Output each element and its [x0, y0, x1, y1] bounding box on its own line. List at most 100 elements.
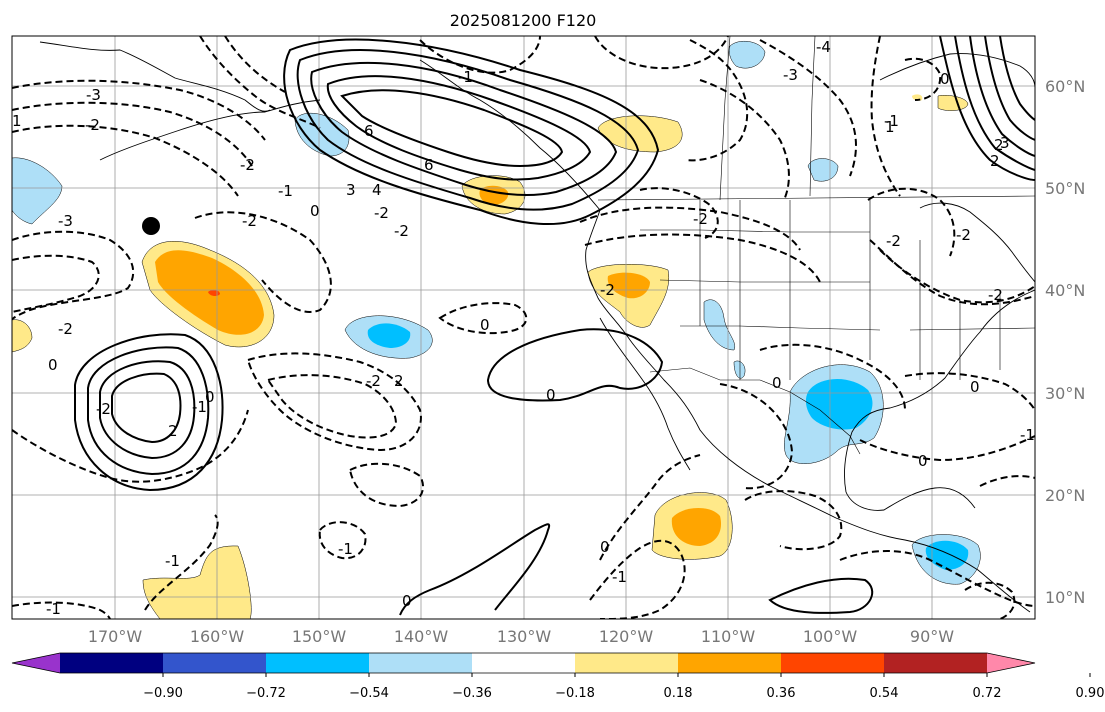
shaded-anomalies — [12, 40, 981, 619]
neg-contour-39 — [964, 581, 1016, 619]
east-ridge-contour-1 — [954, 36, 1035, 171]
colorbar-outline — [11, 652, 1036, 674]
cool-anomaly-7-core — [805, 378, 873, 430]
contour-label: -2 — [600, 281, 615, 299]
contour-label: 1 — [885, 118, 895, 136]
colorbar-segment — [266, 653, 370, 673]
state-lines-east — [909, 290, 1035, 380]
colorbar-tick-label: −0.72 — [246, 686, 286, 701]
contour-label: 0 — [48, 356, 58, 374]
colorbar-segment — [781, 653, 885, 673]
neg-contour-10 — [348, 462, 425, 508]
negative-contours — [12, 36, 1035, 619]
neg-contour-21 — [699, 79, 790, 201]
lat-label-40n: 40°N — [1045, 281, 1085, 300]
neg-contour-19 — [684, 39, 749, 162]
lon-label-110w: 110°W — [701, 627, 756, 646]
neg-contour-35 — [589, 539, 686, 619]
colorbar-segment — [369, 653, 473, 673]
contour-label: -4 — [816, 38, 831, 56]
colorbar-tick-label: 0.90 — [1076, 686, 1105, 701]
vortex-contour-3 — [111, 372, 182, 444]
east-ridge-contour-2 — [969, 36, 1035, 157]
colorbar-tick-label: 0.54 — [870, 686, 899, 701]
neg-contour-20 — [759, 39, 857, 177]
subtropical-contour-0 — [486, 328, 664, 402]
lon-label-90w: 90°W — [910, 627, 954, 646]
contour-label: -1 — [338, 540, 353, 558]
lon-label-170w: 170°W — [88, 627, 143, 646]
vortex-contour-0 — [74, 333, 224, 492]
warm-anomaly-5-core — [671, 507, 722, 546]
longitude-labels: 170°W 160°W 150°W 140°W 130°W 120°W 110°… — [88, 627, 954, 646]
lon-label-120w: 120°W — [599, 627, 654, 646]
contour-label: -3 — [58, 212, 73, 230]
cool-anomaly-3 — [729, 40, 766, 69]
coastlines — [39, 41, 1035, 613]
colorbar-tick-label: 0.72 — [973, 686, 1002, 701]
colorbar-segment — [884, 653, 988, 673]
neg-contour-23 — [584, 233, 821, 283]
colorbar-tick-label: −0.90 — [143, 686, 183, 701]
east-ridge-contour-0 — [939, 36, 1035, 181]
baja-california-coast — [599, 317, 691, 471]
east-ridge-contour-3 — [984, 36, 1035, 141]
contour-label: 0 — [772, 374, 782, 392]
neg-contour-34 — [599, 454, 701, 561]
contour-label: -1 — [612, 568, 627, 586]
lat-label-50n: 50°N — [1045, 179, 1085, 198]
gulf-coast — [843, 289, 1035, 511]
contour-label: -2 — [988, 286, 1003, 304]
neg-contour-11 — [318, 521, 367, 560]
contour-label: 1 — [12, 112, 22, 130]
neg-contour-22 — [579, 206, 801, 251]
state-lines-vertical — [699, 200, 921, 380]
vortex-contour-2 — [99, 360, 196, 460]
contour-label: 0 — [940, 70, 950, 88]
colorbar-extend-max — [987, 653, 1035, 673]
contour-label: 3 — [1000, 134, 1010, 152]
neg-contour-13 — [12, 601, 111, 619]
colorbar-tick-label: 0.36 — [767, 686, 796, 701]
canada-province-border-2 — [809, 36, 816, 197]
warm-anomaly-8 — [937, 95, 969, 111]
contour-label: 0 — [600, 538, 610, 556]
cool-anomaly-1 — [12, 157, 63, 225]
neg-contour-8 — [246, 352, 422, 452]
ridge-contour-3 — [326, 75, 592, 181]
lat-label-60n: 60°N — [1045, 77, 1085, 96]
state-line-1 — [640, 229, 870, 233]
neg-contour-17 — [419, 36, 541, 74]
political-borders — [597, 36, 1035, 455]
neg-contour-25 — [867, 187, 956, 257]
lon-label-140w: 140°W — [394, 627, 449, 646]
graticule — [12, 36, 1035, 619]
contour-labels: -3 -2 1 -3 -2 -2 -1 0 3 4 -2 -2 6 6 -1 -… — [12, 38, 1035, 618]
contour-label: 0 — [970, 378, 980, 396]
neg-contour-26 — [870, 36, 901, 197]
storm-marker — [142, 217, 160, 235]
aleutian-chain — [99, 99, 321, 161]
lon-label-150w: 150°W — [292, 627, 347, 646]
ridge-contour-4 — [340, 89, 564, 168]
neg-contour-2 — [12, 101, 253, 167]
colorbar-segment — [678, 653, 782, 673]
contour-label: -2 — [956, 226, 971, 244]
contour-label: -1 — [1020, 426, 1035, 444]
southern-contour-0 — [399, 523, 551, 616]
colorbar-segment — [60, 653, 164, 673]
great-lakes-outline — [919, 202, 1035, 283]
neg-contour-12 — [144, 514, 219, 611]
state-line-3 — [680, 325, 881, 331]
cool-anomaly-4-core — [367, 323, 411, 348]
contour-label: -2 — [374, 204, 389, 222]
neg-contour-30 — [759, 343, 906, 411]
contour-label: -2 — [242, 212, 257, 230]
warm-anomaly-6 — [142, 545, 252, 619]
lon-label-160w: 160°W — [190, 627, 245, 646]
alaska-north-coast — [39, 41, 271, 112]
contour-label: -2 — [394, 222, 409, 240]
contour-label: 3 — [346, 181, 356, 199]
neg-contour-6 — [194, 211, 332, 313]
